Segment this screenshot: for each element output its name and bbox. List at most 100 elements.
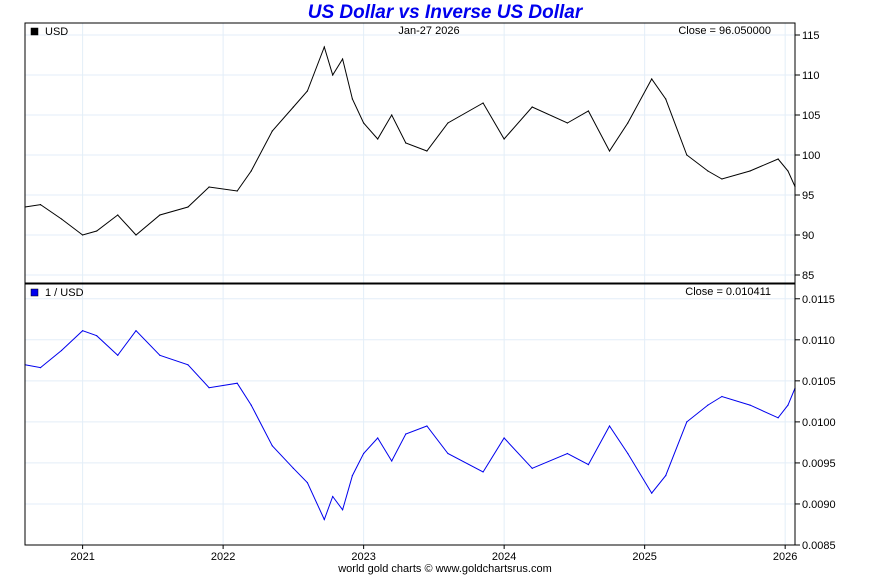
data-point (82, 234, 84, 236)
legend-label: 1 / USD (45, 287, 84, 299)
data-point (787, 170, 789, 172)
data-point (405, 142, 407, 144)
data-point (721, 395, 723, 398)
data-point (332, 74, 334, 76)
y-tick-label: 90 (802, 230, 814, 242)
data-point (566, 122, 568, 124)
data-point (426, 150, 428, 152)
data-point (82, 330, 84, 332)
footer-credit: world gold charts © www.goldchartsrus.co… (338, 563, 552, 575)
data-point (566, 452, 568, 455)
data-point (391, 460, 393, 462)
data-point (405, 433, 407, 435)
data-point (627, 122, 629, 124)
legend-swatch (30, 288, 39, 297)
data-point (292, 106, 294, 108)
x-tick-label: 2021 (70, 551, 94, 563)
data-point (60, 349, 63, 352)
y-tick-label: 0.0085 (802, 540, 836, 552)
data-point (39, 367, 42, 369)
data-point (363, 452, 365, 455)
data-point (482, 102, 484, 104)
data-point (187, 206, 189, 208)
y-tick-label: 110 (802, 70, 820, 82)
y-tick-label: 0.0115 (802, 294, 835, 306)
data-point (250, 170, 252, 172)
data-point (686, 154, 688, 156)
date-label: Jan-27 2026 (398, 25, 459, 37)
legend-swatch (30, 27, 39, 36)
data-point (587, 464, 590, 466)
data-point (187, 364, 189, 366)
data-point (159, 214, 161, 216)
data-point (351, 98, 353, 100)
y-tick-label: 115 (802, 30, 820, 42)
y-tick-label: 0.0090 (802, 499, 836, 511)
data-point (686, 421, 688, 423)
plot-frame (24, 22, 796, 284)
y-tick-label: 85 (802, 270, 814, 282)
data-point (271, 130, 273, 132)
data-point (749, 170, 751, 172)
data-point (135, 234, 137, 236)
close-value-label: Close = 96.050000 (678, 25, 771, 37)
data-point (250, 404, 252, 406)
data-point (208, 186, 210, 188)
data-point (447, 122, 449, 124)
data-point (665, 98, 667, 100)
data-point (271, 445, 273, 447)
data-point (236, 190, 238, 192)
data-point (306, 482, 309, 484)
data-point (665, 474, 667, 477)
y-tick-label: 0.0110 (802, 335, 835, 347)
plot-frame (24, 283, 796, 546)
data-point (60, 218, 63, 220)
data-point (306, 90, 309, 92)
x-tick-label: 2025 (632, 551, 656, 563)
data-point (323, 518, 325, 521)
y-tick-label: 95 (802, 190, 814, 202)
data-point (117, 354, 119, 356)
y-tick-label: 105 (802, 110, 820, 122)
data-point (531, 467, 533, 469)
data-point (777, 158, 779, 160)
data-point (503, 437, 505, 439)
data-point (749, 404, 751, 406)
data-point (159, 354, 161, 356)
chart-title: US Dollar vs Inverse US Dollar (307, 2, 583, 23)
data-point (236, 382, 238, 384)
x-tick-label: 2022 (211, 551, 235, 563)
data-point (96, 335, 98, 337)
data-point (377, 138, 379, 140)
data-point (341, 58, 344, 60)
data-point (332, 495, 334, 498)
data-point (707, 170, 709, 172)
data-point (608, 425, 611, 427)
data-point (135, 330, 137, 332)
data-point (651, 492, 653, 494)
data-point (292, 467, 294, 469)
data-point (377, 437, 379, 439)
data-point (482, 471, 484, 473)
y-tick-label: 0.0105 (802, 376, 836, 388)
data-point (707, 404, 709, 406)
data-point (363, 122, 365, 124)
data-point (447, 452, 449, 455)
data-point (39, 204, 42, 206)
x-tick-label: 2023 (351, 551, 375, 563)
data-point (608, 150, 611, 152)
data-point (341, 509, 344, 511)
data-point (117, 214, 119, 216)
y-tick-label: 0.0095 (802, 458, 836, 470)
data-point (503, 138, 505, 140)
data-point (323, 46, 325, 48)
close-value-label: Close = 0.010411 (685, 286, 771, 298)
data-point (777, 417, 779, 419)
data-point (651, 78, 653, 80)
data-point (208, 387, 210, 389)
y-tick-label: 100 (802, 150, 820, 162)
data-point (721, 178, 723, 180)
data-point (627, 452, 629, 455)
data-point (96, 230, 98, 232)
